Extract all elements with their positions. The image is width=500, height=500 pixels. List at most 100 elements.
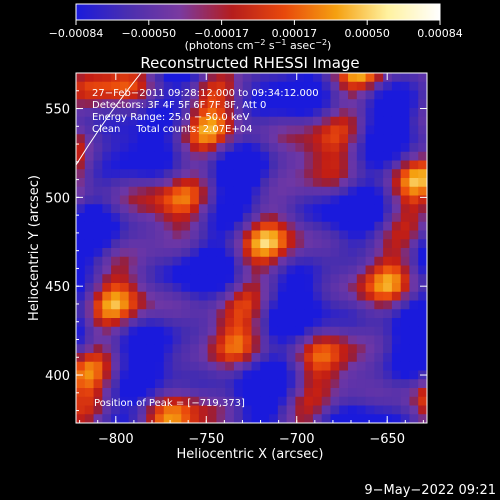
heatmap-cell [260,379,270,389]
heatmap-cell [304,396,314,407]
heatmap-cell [172,125,182,135]
heatmap-cell [163,335,174,345]
heatmap-cell [321,256,332,267]
heatmap-cell [93,230,103,240]
heatmap-cell [146,300,156,310]
heatmap-cell [207,326,217,337]
heatmap-cell [207,178,217,188]
heatmap-cell [225,230,235,240]
heatmap-cell [304,108,314,118]
heatmap-cell [356,134,367,144]
heatmap-cell [383,73,393,83]
heatmap-cell [339,178,349,188]
heatmap-cell [190,396,200,407]
heatmap-cell [260,344,270,354]
heatmap-cell [348,344,358,354]
heatmap-cell [312,116,323,127]
heatmap-cell [304,186,314,197]
heatmap-cell [233,178,244,188]
heatmap-cell [233,274,244,284]
heatmap-cell [304,405,314,415]
heatmap-cell [400,396,411,407]
heatmap-cell [146,213,156,223]
heatmap-cell [102,353,112,363]
heatmap-cell [172,283,182,293]
heatmap-cell [269,73,279,83]
heatmap-cell [400,379,411,389]
heatmap-cell [207,274,217,284]
heatmap-cell [93,73,103,83]
heatmap-cell [154,326,165,337]
heatmap-cell [190,335,200,345]
heatmap-cell [260,388,270,398]
heatmap-cell [330,160,340,170]
heatmap-cell [128,300,139,310]
heatmap-cell [348,388,358,398]
heatmap-cell [312,186,323,197]
heatmap-cell [312,283,323,293]
heatmap-cell [286,274,296,284]
heatmap-cell [365,388,375,398]
heatmap-cell [216,405,226,415]
heatmap-cell [409,73,419,83]
heatmap-cell [154,195,165,205]
heatmap-cell [93,143,103,153]
heatmap-cell [286,169,296,179]
heatmap-cell [330,265,340,275]
heatmap-cell [312,169,323,179]
heatmap-cell [225,160,235,170]
heatmap-cell [102,178,112,188]
heatmap-cell [304,160,314,170]
heatmap-cell [339,283,349,293]
heatmap-cell [383,405,393,415]
heatmap-cell [418,99,427,109]
heatmap-cell [84,291,95,302]
heatmap-cell [76,256,86,267]
heatmap-cell [163,361,174,372]
heatmap-cell [304,125,314,135]
heatmap-cell [198,213,209,223]
heatmap-cell [260,326,270,337]
heatmap-cell [128,239,139,249]
heatmap-cell [383,256,393,267]
heatmap-cell [391,160,402,170]
heatmap-cell [84,379,95,389]
heatmap-cell [76,125,86,135]
heatmap-cell [356,151,367,162]
heatmap-cell [295,335,305,345]
heatmap-cell [76,291,86,302]
heatmap-cell [330,195,340,205]
heatmap-cell [348,379,358,389]
heatmap-cell [146,239,156,249]
heatmap-cell [339,300,349,310]
heatmap-cell [102,274,112,284]
heatmap-cell [137,151,147,162]
heatmap-cell [163,353,174,363]
heatmap-cell [251,204,261,214]
heatmap-cell [304,283,314,293]
heatmap-cell [119,388,130,398]
heatmap-cell [286,186,296,197]
heatmap-cell [207,151,217,162]
heatmap-cell [119,90,130,100]
heatmap-cell [374,239,384,249]
heatmap-cell [172,396,182,407]
heatmap-cell [295,370,305,380]
heatmap-cell [260,414,270,423]
heatmap-cell [84,213,95,223]
heatmap-cell [277,125,288,135]
heatmap-cell [102,344,112,354]
heatmap-cell [172,309,182,319]
heatmap-cell [400,248,411,258]
heatmap-cell [198,256,209,267]
heatmap-cell [286,318,296,328]
heatmap-cell [295,326,305,337]
heatmap-cell [198,195,209,205]
heatmap-cell [312,318,323,328]
heatmap-cell [128,370,139,380]
heatmap-cell [418,256,427,267]
heatmap-cell [391,186,402,197]
heatmap-cell [409,90,419,100]
heatmap-cell [418,195,427,205]
heatmap-cell [190,318,200,328]
